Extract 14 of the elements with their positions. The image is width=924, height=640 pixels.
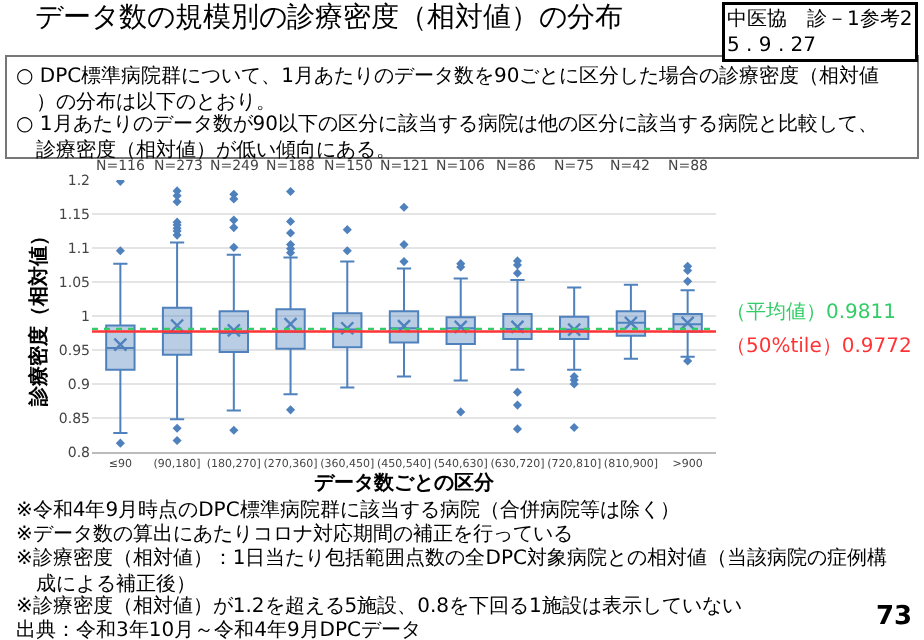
ref-line-label: （50%tile）0.9772 [726,336,912,358]
text: 73 [876,602,913,632]
text: ○ 1月あたりのデータ数が90以下の区分に該当する病院は他の区分に該当する病院と比較して、診療密度（相対値）が低い傾向にある。 [16,112,878,162]
text: 中医協 診－1参考2 5 . 9 . 27 [727,7,913,57]
chart-title: データ数の規模別の診療密度（相対値）の分布 [35,1,624,34]
text: ※診療密度（相対値）が1.2を超える5施設、0.8を下回る1施設は表示していない [16,594,742,618]
text: ※データ数の算出にあたりコロナ対応期間の補正を行っている [16,522,573,546]
x-axis-title: データ数ごとの区分 [314,471,496,496]
ref-line-label: （平均値）0.9811 [726,300,896,324]
text: ※診療密度（相対値）：1日当たり包括範囲点数の全DPC対象病院との相対値（当該病院の症例構成による補正後） [16,546,887,596]
text: ※令和4年9月時点のDPC標準病院群に該当する病院（合併病院等は除く） [16,498,680,522]
text: ○ DPC標準病院群について、1月あたりのデータ数を90ごとに区分した場合の診療密度（相対値）の分布は以下のとおり。 [16,64,880,114]
y-axis-title: 診療密度（相対値） [26,226,51,408]
source-note: 出典：令和3年10月～令和4年9月DPCデータ [16,618,422,640]
